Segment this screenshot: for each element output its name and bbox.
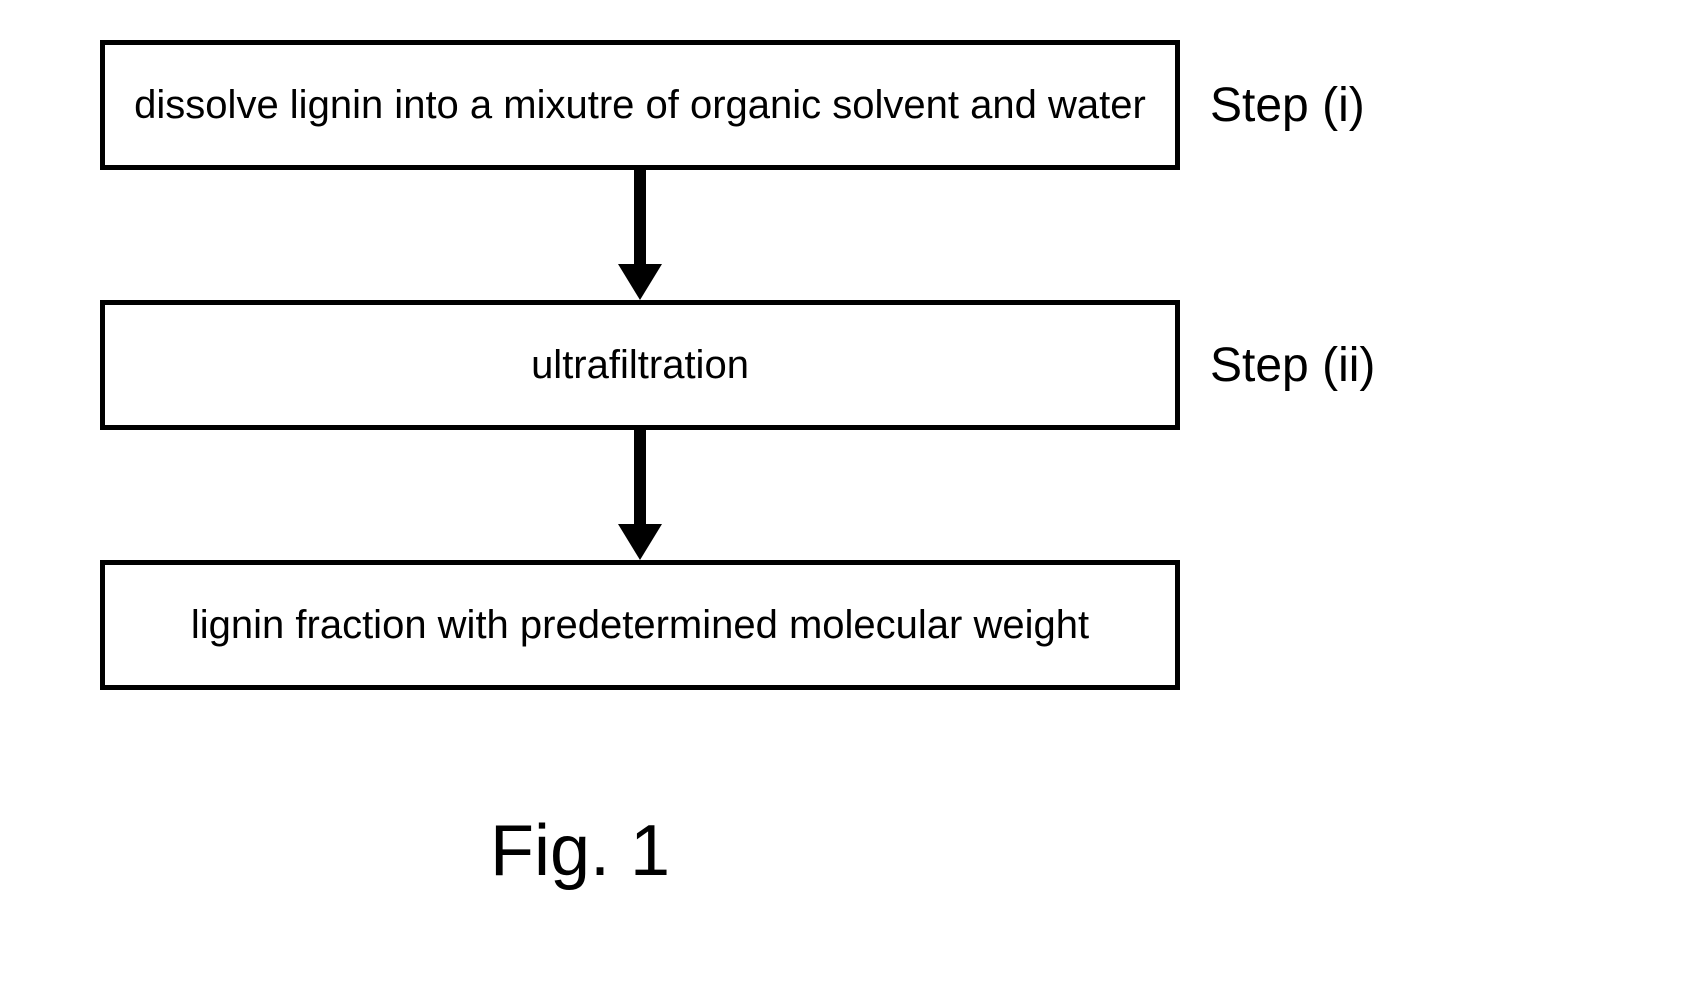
flow-box-step1: dissolve lignin into a mixutre of organi… — [100, 40, 1180, 170]
flow-arrow-1 — [596, 170, 684, 300]
flow-box-step2: ultrafiltration — [100, 300, 1180, 430]
step-label-2: Step (ii) — [1210, 338, 1375, 393]
flow-box-step3: lignin fraction with predetermined molec… — [100, 560, 1180, 690]
step-label-1: Step (i) — [1210, 78, 1365, 133]
diagram-canvas: dissolve lignin into a mixutre of organi… — [0, 0, 1683, 1001]
flow-arrow-2 — [596, 430, 684, 560]
flow-box-step1-text: dissolve lignin into a mixutre of organi… — [134, 83, 1146, 128]
flow-box-step2-text: ultrafiltration — [531, 343, 749, 388]
figure-caption: Fig. 1 — [490, 810, 670, 892]
flow-box-step3-text: lignin fraction with predetermined molec… — [191, 603, 1089, 648]
